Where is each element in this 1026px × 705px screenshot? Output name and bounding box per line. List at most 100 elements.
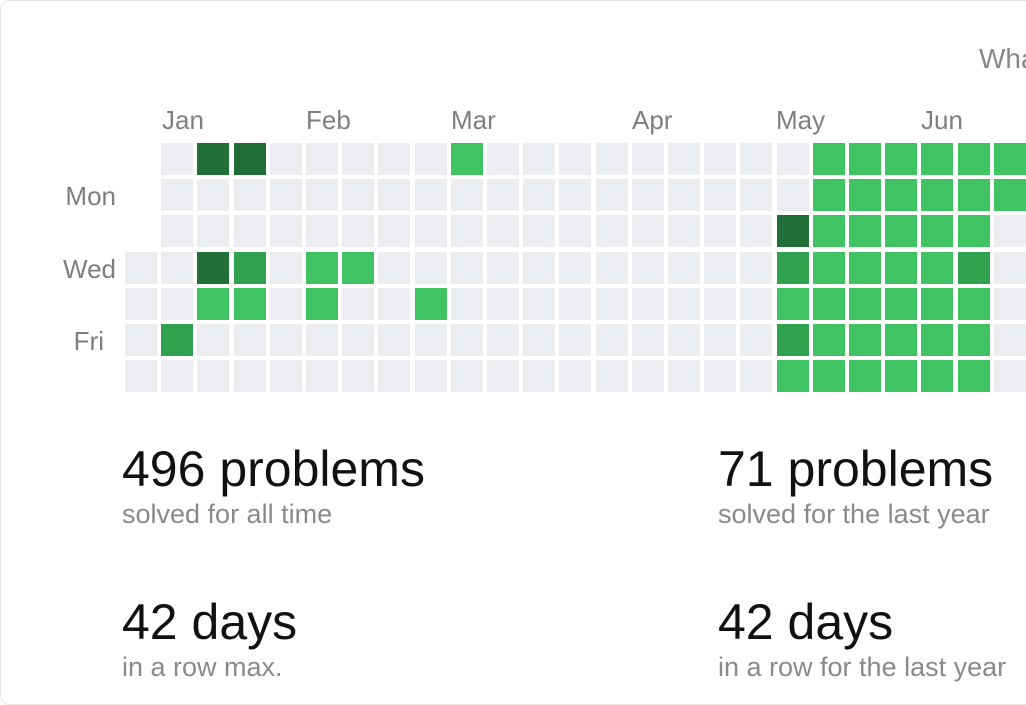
heatmap-cell[interactable] [668, 143, 700, 175]
heatmap-cell[interactable] [813, 252, 845, 284]
heatmap-cell[interactable] [125, 252, 157, 284]
heatmap-cell[interactable] [378, 288, 410, 320]
heatmap-cell[interactable] [306, 143, 338, 175]
heatmap-cell[interactable] [596, 143, 628, 175]
heatmap-cell[interactable] [161, 360, 193, 392]
heatmap-cell[interactable] [197, 215, 229, 247]
heatmap-cell[interactable] [777, 215, 809, 247]
heatmap-cell[interactable] [885, 252, 917, 284]
heatmap-cell[interactable] [161, 324, 193, 356]
heatmap-cell[interactable] [740, 143, 772, 175]
heatmap-cell[interactable] [306, 288, 338, 320]
heatmap-cell[interactable] [813, 215, 845, 247]
heatmap-cell[interactable] [777, 360, 809, 392]
heatmap-cell[interactable] [415, 215, 447, 247]
heatmap-cell[interactable] [777, 143, 809, 175]
heatmap-cell[interactable] [197, 288, 229, 320]
heatmap-cell[interactable] [559, 252, 591, 284]
heatmap-cell[interactable] [740, 252, 772, 284]
heatmap-cell[interactable] [596, 179, 628, 211]
heatmap-cell[interactable] [813, 360, 845, 392]
heatmap-cell[interactable] [487, 179, 519, 211]
heatmap-cell[interactable] [849, 288, 881, 320]
heatmap-cell[interactable] [342, 179, 374, 211]
heatmap-cell[interactable] [704, 288, 736, 320]
heatmap-cell[interactable] [994, 252, 1026, 284]
heatmap-cell[interactable] [487, 360, 519, 392]
heatmap-cell[interactable] [704, 252, 736, 284]
heatmap-cell[interactable] [632, 179, 664, 211]
whats-this-link[interactable]: Wha [979, 43, 1026, 74]
heatmap-cell[interactable] [777, 324, 809, 356]
heatmap-cell[interactable] [451, 324, 483, 356]
heatmap-cell[interactable] [632, 215, 664, 247]
heatmap-cell[interactable] [559, 215, 591, 247]
heatmap-cell[interactable] [921, 143, 953, 175]
heatmap-cell[interactable] [415, 288, 447, 320]
heatmap-cell[interactable] [668, 215, 700, 247]
heatmap-cell[interactable] [487, 324, 519, 356]
heatmap-cell[interactable] [270, 179, 302, 211]
heatmap-cell[interactable] [559, 360, 591, 392]
heatmap-cell[interactable] [487, 215, 519, 247]
heatmap-cell[interactable] [234, 288, 266, 320]
heatmap-cell[interactable] [885, 360, 917, 392]
heatmap-cell[interactable] [270, 252, 302, 284]
heatmap-cell[interactable] [740, 215, 772, 247]
heatmap-cell[interactable] [125, 360, 157, 392]
heatmap-cell[interactable] [342, 215, 374, 247]
heatmap-cell[interactable] [596, 324, 628, 356]
heatmap-cell[interactable] [777, 252, 809, 284]
heatmap-cell[interactable] [125, 288, 157, 320]
heatmap-cell[interactable] [523, 324, 555, 356]
heatmap-cell[interactable] [451, 252, 483, 284]
heatmap-cell[interactable] [378, 324, 410, 356]
heatmap-cell[interactable] [415, 324, 447, 356]
heatmap-cell[interactable] [197, 324, 229, 356]
heatmap-cell[interactable] [740, 360, 772, 392]
heatmap-cell[interactable] [596, 288, 628, 320]
heatmap-cell[interactable] [451, 143, 483, 175]
heatmap-cell[interactable] [306, 215, 338, 247]
heatmap-cell[interactable] [342, 360, 374, 392]
heatmap-cell[interactable] [270, 324, 302, 356]
heatmap-cell[interactable] [849, 252, 881, 284]
heatmap-cell[interactable] [668, 360, 700, 392]
heatmap-cell[interactable] [197, 360, 229, 392]
heatmap-cell[interactable] [632, 288, 664, 320]
heatmap-cell[interactable] [849, 143, 881, 175]
heatmap-cell[interactable] [378, 215, 410, 247]
heatmap-cell[interactable] [342, 324, 374, 356]
heatmap-cell[interactable] [958, 324, 990, 356]
heatmap-cell[interactable] [415, 143, 447, 175]
heatmap-cell[interactable] [523, 179, 555, 211]
heatmap-cell[interactable] [197, 179, 229, 211]
heatmap-cell[interactable] [451, 179, 483, 211]
heatmap-cell[interactable] [161, 215, 193, 247]
heatmap-cell[interactable] [740, 288, 772, 320]
heatmap-cell[interactable] [197, 143, 229, 175]
heatmap-cell[interactable] [921, 215, 953, 247]
heatmap-cell[interactable] [270, 215, 302, 247]
heatmap-cell[interactable] [234, 143, 266, 175]
heatmap-cell[interactable] [813, 288, 845, 320]
heatmap-cell[interactable] [559, 288, 591, 320]
heatmap-cell[interactable] [161, 143, 193, 175]
heatmap-cell[interactable] [270, 360, 302, 392]
heatmap-cell[interactable] [994, 360, 1026, 392]
heatmap-cell[interactable] [921, 252, 953, 284]
heatmap-cell[interactable] [958, 143, 990, 175]
heatmap-cell[interactable] [487, 252, 519, 284]
heatmap-cell[interactable] [885, 215, 917, 247]
heatmap-cell[interactable] [559, 179, 591, 211]
heatmap-cell[interactable] [813, 324, 845, 356]
heatmap-cell[interactable] [378, 143, 410, 175]
heatmap-cell[interactable] [813, 143, 845, 175]
heatmap-cell[interactable] [596, 360, 628, 392]
heatmap-cell[interactable] [994, 288, 1026, 320]
heatmap-cell[interactable] [523, 143, 555, 175]
heatmap-cell[interactable] [994, 215, 1026, 247]
heatmap-cell[interactable] [559, 143, 591, 175]
heatmap-cell[interactable] [342, 288, 374, 320]
heatmap-cell[interactable] [849, 324, 881, 356]
